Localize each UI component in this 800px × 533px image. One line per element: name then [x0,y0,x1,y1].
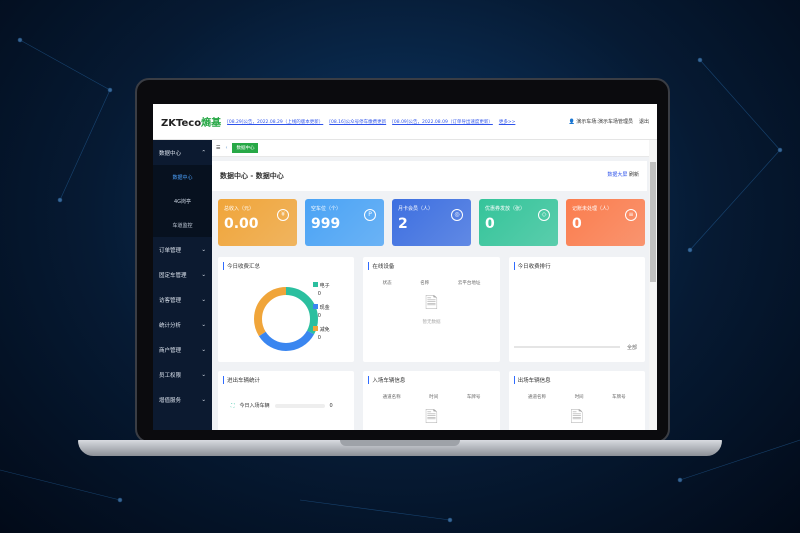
chevron-down-icon: ⌄ [201,371,206,378]
user-name[interactable]: 👤 演示车场:演示车场管理员 [568,119,633,125]
empty-document-icon: 🗎 [570,407,584,426]
panel-title: 入场车辆信息 [368,376,494,384]
logout-button[interactable]: 退出 [638,119,649,125]
entry-panel: 入场车辆信息 通道名称 时间 车牌号 🗎 [363,371,500,430]
menu-icon[interactable]: ☰ [216,145,221,151]
stat-value: 0 [485,216,495,232]
panel-title: 进出车辆统计 [223,376,349,384]
devices-panel: 在线设备 状态 名称 云平台地址 🗎 暂无数据 [363,257,500,362]
sidebar-item[interactable]: 商户管理 ⌄ [159,346,206,354]
logo: ZKTeco熵基 [161,118,222,129]
summary-panel: 今日收费汇总 电子 0 现金 0 减免 0 [218,257,355,362]
stat-value: 2 [398,216,408,232]
chevron-down-icon: ⌄ [201,296,206,303]
panel-title: 今日收费汇总 [223,262,349,270]
sidebar-item[interactable]: 访客管理 ⌄ [159,296,206,304]
donut-slice [254,287,318,351]
laptop-notch [340,440,460,446]
notice-link[interactable]: [08.09]公告，2022.08.09（订单导出速度更新） [392,119,493,125]
stat-value: 999 [311,216,341,232]
stat-card: 记账未处理（人） 0 ≡ [566,199,645,246]
empty-document-icon: 🗎 [425,407,438,426]
refresh-button[interactable]: 刷新 [628,172,639,178]
stat-icon: ¥ [277,209,289,221]
donut-slice [254,287,318,351]
chevron-down-icon: ⌄ [201,346,206,353]
notice-link[interactable]: [08.29]公告，2022.08.29（上线的版本更新） [227,119,324,125]
laptop-base [78,440,722,456]
stat-label: 记账未处理（人） [572,206,613,212]
stat-card: 月卡会员（人） 2 ◎ [392,199,471,246]
laptop-screen: ZKTeco熵基 [08.29]公告，2022.08.29（上线的版本更新） [… [153,104,657,430]
chevron-down-icon: ⌄ [201,321,206,328]
tab-data-center[interactable]: 数据中心 [232,143,259,153]
stat-icon: ≡ [625,209,637,221]
page-title: 数据中心 - 数据中心 [220,172,284,180]
sidebar-subitem[interactable]: 数据中心 [153,165,212,189]
page-title-row: 数据中心 - 数据中心 数据大屏 刷新 [212,161,647,191]
sidebar-item-data-center[interactable]: 数据中心 ⌃ [159,149,206,157]
sidebar-item[interactable]: 订单管理 ⌄ [159,246,206,254]
notice-link[interactable]: [08.16]公众号停车缴费更新 [329,119,387,125]
sidebar-item[interactable]: 员工权限 ⌄ [159,371,206,379]
chevron-left-icon[interactable]: ‹ [225,145,228,151]
more-link[interactable]: 更多>> [498,119,516,125]
main-content: ☰ ‹ 数据中心 数据中心 - 数据中心 数据大屏 刷新 总收入（元） 0.00 ¥… [212,140,657,430]
legend-item: 减免 0 [313,326,330,342]
stat-card: 优惠券发放（张） 0 ◇ [479,199,558,246]
stat-label: 总收入（元） [224,206,255,212]
legend-item: 电子 0 [313,282,330,298]
stat-card: 空车位（个） 999 P [305,199,384,246]
panel-title: 今日收费排行 [513,262,640,270]
legend: 电子 0 现金 0 减免 0 [313,282,330,342]
sidebar-item[interactable]: 增值服务 ⌄ [159,396,206,404]
chevron-down-icon: ⌄ [201,396,206,403]
traffic-row: ⛶ 今日入场车辆 0 [231,402,333,410]
tab-bar: ☰ ‹ 数据中心 [212,140,657,157]
empty-state: 🗎 暂无数据 [368,292,494,325]
sidebar-item[interactable]: 统计分析 ⌄ [159,321,206,329]
sidebar-subitem[interactable]: 车道监控 [153,213,212,237]
chevron-up-icon: ⌃ [201,149,206,156]
stat-value: 0 [572,216,582,232]
traffic-panel: 进出车辆统计 ⛶ 今日入场车辆 0 [218,371,355,430]
empty-document-icon: 🗎 [425,293,438,312]
stat-label: 优惠券发放（张） [485,206,526,212]
panel-title: 在线设备 [368,262,494,270]
ranking-panel: 今日收费排行 全部 [508,257,645,362]
stat-value: 0.00 [224,216,259,232]
sidebar-item[interactable]: 固定车管理 ⌄ [159,271,206,279]
chevron-down-icon: ⌄ [201,246,206,253]
stat-icon: ◇ [538,209,550,221]
sidebar: 数据中心 ⌃ 数据中心 4G岗亭 车道监控 订单管理 ⌄ 固定车管理 ⌄ 访客管理 ⌄ … [153,140,212,430]
stat-label: 空车位（个） [311,206,342,212]
top-header: ZKTeco熵基 [08.29]公告，2022.08.29（上线的版本更新） [… [153,104,657,140]
scan-icon: ⛶ [231,402,235,409]
stat-cards: 总收入（元） 0.00 ¥ 空车位（个） 999 P 月卡会员（人） 2 ◎ 优惠券发放（张） 0 ◇… [212,191,657,246]
all-label: 全部 [626,345,637,351]
sidebar-subitem[interactable]: 4G岗亭 [153,189,212,213]
scrollbar[interactable] [649,140,657,430]
chevron-down-icon: ⌄ [201,271,206,278]
panel-title: 出场车辆信息 [513,376,640,384]
progress-bar [513,346,620,348]
legend-item: 现金 0 [313,304,330,320]
exit-panel: 出场车辆信息 通道名称 时间 车牌号 🗎 [508,371,645,430]
donut-chart [254,287,318,351]
stat-card: 总收入（元） 0.00 ¥ [218,199,297,246]
stat-icon: P [364,209,376,221]
stat-label: 月卡会员（人） [398,206,434,212]
stat-icon: ◎ [451,209,463,221]
panel-grid: 今日收费汇总 电子 0 现金 0 减免 0 在线设备 状态 名称 云平台地址 🗎 暂无… [212,246,657,430]
bigscreen-button[interactable]: 数据大屏 [607,172,628,178]
